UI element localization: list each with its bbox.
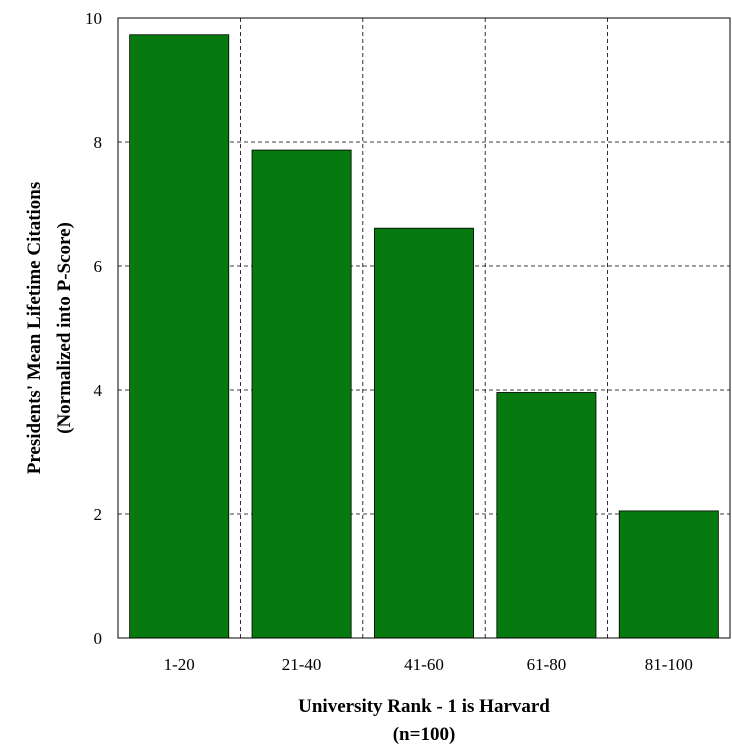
bar [618,510,719,639]
bar [251,149,352,639]
bar [129,34,230,639]
y-axis-subtitle: (Normalized into P-Score) [54,222,75,434]
bars [129,34,719,639]
y-tick-label: 8 [94,133,103,152]
x-axis-title: University Rank - 1 is Harvard [298,696,550,717]
x-axis-subtitle: (n=100) [393,724,456,745]
y-axis-title: Presidents' Mean Lifetime Citations [24,182,45,475]
x-tick-label: 81-100 [645,655,693,674]
x-tick-label: 21-40 [282,655,322,674]
plot-frame [117,17,731,639]
y-tick-label: 10 [85,9,102,28]
y-tick-label: 6 [94,257,103,276]
x-tick-label: 41-60 [404,655,444,674]
y-tick-labels: 0 2 4 6 8 10 [85,9,103,648]
y-tick-label: 4 [94,381,103,400]
bar [496,392,597,639]
bar [374,227,474,639]
x-tick-label: 1-20 [164,655,195,674]
y-tick-label: 2 [94,505,103,524]
x-tick-label: 61-80 [527,655,567,674]
y-tick-label: 0 [94,629,103,648]
x-tick-labels: 1-20 21-40 41-60 61-80 81-100 [164,655,693,674]
